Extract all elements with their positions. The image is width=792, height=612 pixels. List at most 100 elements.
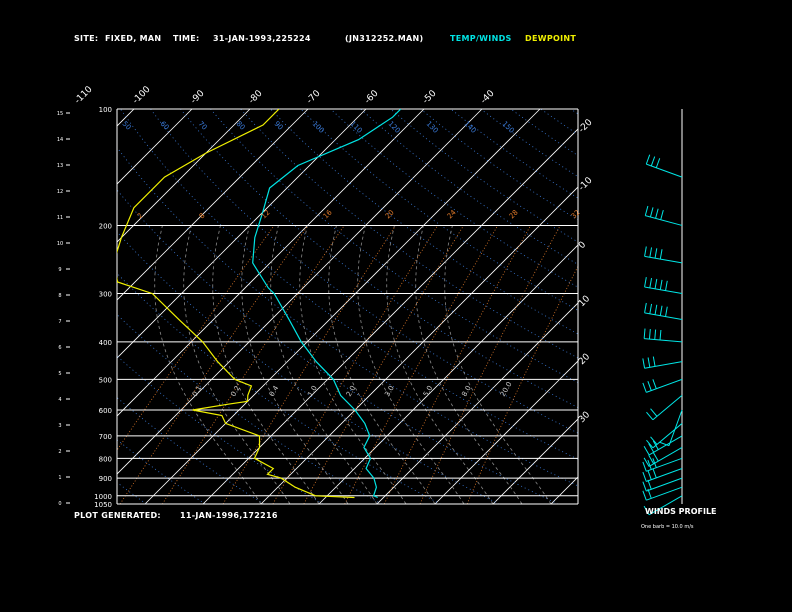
wind-barb: [643, 328, 683, 343]
wind-barb-flag: [659, 441, 670, 447]
wind-barb-flag: [643, 328, 646, 339]
isotherm: [117, 109, 251, 243]
pressure-tick-label: 900: [99, 475, 112, 483]
isotherm: [260, 186, 578, 504]
wind-barb-flag: [647, 357, 651, 368]
height-tick-label: 2: [58, 449, 61, 455]
height-tick-label: 6: [58, 345, 61, 351]
isotherm: [117, 109, 367, 359]
mixing-ratio-lower-label: 20.0: [499, 380, 514, 398]
file-id: (JN312252.MAN): [345, 34, 423, 43]
pressure-tick-label: 300: [99, 291, 112, 299]
isotherm: [202, 128, 578, 504]
pressure-tick-label: 400: [99, 339, 112, 347]
wind-barb-flag: [652, 379, 657, 389]
dry-adiabat: [420, 109, 578, 221]
mixing-ratio-label: 32: [570, 208, 582, 220]
height-tick-label: 9: [58, 267, 61, 273]
wind-barb-flag: [643, 457, 650, 467]
wind-barb-flag: [644, 277, 647, 288]
skewt-plot: 1002003004005006007008009001000105015141…: [0, 84, 792, 509]
dry-adiabat: [150, 109, 578, 434]
wind-barb-staff: [646, 486, 683, 501]
mixing-ratio-line: [117, 225, 275, 451]
mixing-ratio-line: [162, 225, 345, 504]
right-temp-label: -20: [577, 117, 595, 135]
height-tick-label: 14: [57, 137, 63, 143]
site-label: SITE:: [74, 34, 98, 43]
dry-adiabat-label: 70: [197, 120, 209, 132]
wind-barb-flag: [654, 304, 658, 315]
wind-barb-flag: [646, 439, 654, 449]
temp-winds-legend: TEMP/WINDS: [450, 34, 512, 43]
moist-adiabat: [241, 225, 349, 504]
winds-profile-scale: One barb = 10.0 m/s: [641, 524, 694, 530]
dry-adiabat: [117, 146, 578, 487]
wind-barb-staff: [644, 312, 683, 320]
wind-barb-flag: [647, 459, 652, 470]
wind-barb-flag: [652, 468, 657, 479]
moist-adiabat: [183, 225, 291, 504]
wind-barb: [642, 356, 683, 369]
isotherm: [609, 109, 792, 504]
profile-lines: [117, 109, 402, 499]
dry-adiabat: [117, 481, 147, 504]
isotherm: [144, 109, 541, 504]
wind-barb-staff: [652, 394, 683, 421]
wind-barb-flag: [650, 408, 658, 417]
wind-barb-staff: [648, 435, 683, 456]
mixing-ratio-lower-label: 1.0: [306, 384, 318, 398]
pressure-tick-label: 100: [99, 106, 112, 114]
mixing-ratio-line: [419, 225, 561, 504]
wind-barb-flag: [646, 411, 654, 421]
wind-barb-flag: [649, 277, 653, 288]
mixing-ratio-lower-label: 3.0: [383, 384, 395, 398]
dry-adiabat-label: 60: [159, 120, 171, 132]
isotherm: [0, 109, 76, 504]
wind-barb-flag: [643, 505, 650, 516]
wind-barb-flag: [649, 247, 653, 258]
thermo-background: [0, 109, 792, 504]
wind-barb: [642, 457, 683, 472]
mixing-ratio-label: 20: [384, 208, 396, 220]
dry-adiabat: [570, 109, 578, 115]
mixing-ratio-label: 12: [260, 208, 272, 220]
winds-profile-panel: WINDS PROFILE One barb = 10.0 m/s: [641, 109, 717, 530]
wind-barb-staff: [652, 423, 683, 449]
mixing-ratio-lower-label: 2.0: [345, 384, 357, 398]
pressure-tick-label: 1050: [94, 501, 112, 509]
axis-labels: 1002003004005006007008009001000105015141…: [57, 84, 595, 509]
wind-barb-flag: [659, 249, 663, 260]
isotherm: [117, 109, 483, 475]
right-temp-label: 30: [577, 410, 592, 425]
wind-barb: [643, 447, 683, 467]
dry-adiabat: [300, 109, 578, 311]
dry-adiabat: [330, 109, 578, 288]
pressure-tick-label: 700: [99, 433, 112, 441]
dry-adiabat-label: 140: [463, 120, 478, 135]
right-temp-label: -10: [577, 175, 595, 193]
mixing-ratio-line: [344, 225, 499, 504]
top-temp-label: -80: [247, 88, 265, 106]
height-tick-label: 7: [58, 319, 61, 325]
isotherm: [117, 109, 135, 127]
wind-barb-flag: [660, 209, 664, 220]
wind-barb: [643, 435, 683, 456]
wind-barb-flag: [665, 280, 668, 291]
dry-adiabat-label: 120: [387, 120, 402, 135]
mixing-ratio-line: [466, 265, 578, 504]
wind-barb-flag: [655, 208, 659, 219]
wind-barb-flag: [652, 440, 659, 450]
dry-adiabat: [390, 109, 578, 243]
mixing-ratio-line: [303, 225, 464, 504]
wind-barb-flag: [642, 461, 647, 472]
dry-adiabat: [117, 355, 323, 504]
right-temp-label: 0: [577, 240, 588, 251]
pressure-tick-label: 200: [99, 222, 112, 230]
plot-generated-label: PLOT GENERATED:: [74, 511, 161, 520]
height-tick-label: 13: [57, 163, 63, 169]
wind-barb-flag: [650, 156, 656, 167]
mixing-ratio-line: [383, 225, 532, 504]
moist-adiabat: [328, 225, 436, 504]
moist-adiabat: [299, 225, 407, 504]
